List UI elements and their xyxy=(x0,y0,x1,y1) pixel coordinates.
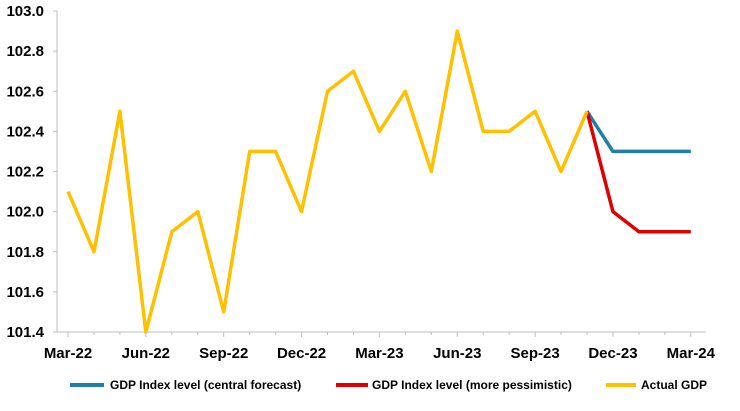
y-tick-label: 102.4 xyxy=(6,123,44,140)
y-tick-label: 102.8 xyxy=(6,43,44,60)
axes xyxy=(56,11,706,333)
y-tick-label: 102.6 xyxy=(6,83,44,100)
y-axis-tick-labels: 101.4 101.6 101.8 102.0 102.2 102.4 102.6 102.8… xyxy=(6,3,57,341)
y-tick-label: 102.0 xyxy=(6,204,44,221)
y-tick-label: 102.2 xyxy=(6,164,44,181)
legend-label: Actual GDP xyxy=(641,378,707,392)
y-tick-label: 101.4 xyxy=(6,324,44,341)
series-line-gdp-index-level-central-forecast xyxy=(585,110,691,154)
x-tick-label: Jun-23 xyxy=(433,345,481,362)
x-tick-label: Sep-23 xyxy=(510,345,559,362)
x-tick-label: Sep-22 xyxy=(199,345,248,362)
x-tick-label: Mar-22 xyxy=(44,345,92,362)
series-line-gdp-index-level-more-pessimistic xyxy=(585,110,691,234)
series-line-actual-gdp xyxy=(66,29,589,334)
series-layer xyxy=(66,29,691,334)
legend: GDP Index level (central forecast) GDP In… xyxy=(70,378,707,392)
y-tick-label: 101.6 xyxy=(6,284,44,301)
x-axis-tick-labels: Mar-22 Jun-22 Sep-22 Dec-22 Mar-23 Jun-23 Sep-… xyxy=(44,332,716,362)
y-tick-label: 103.0 xyxy=(6,3,44,20)
y-tick-label: 101.8 xyxy=(6,244,44,261)
x-tick-label: Dec-23 xyxy=(588,345,637,362)
x-tick-label: Dec-22 xyxy=(277,345,326,362)
x-tick-label: Mar-23 xyxy=(355,345,403,362)
legend-label: GDP Index level (more pessimistic) xyxy=(372,378,572,392)
x-tick-label: Mar-24 xyxy=(667,345,716,362)
x-tick-label: Jun-22 xyxy=(122,345,170,362)
legend-label: GDP Index level (central forecast) xyxy=(110,378,301,392)
